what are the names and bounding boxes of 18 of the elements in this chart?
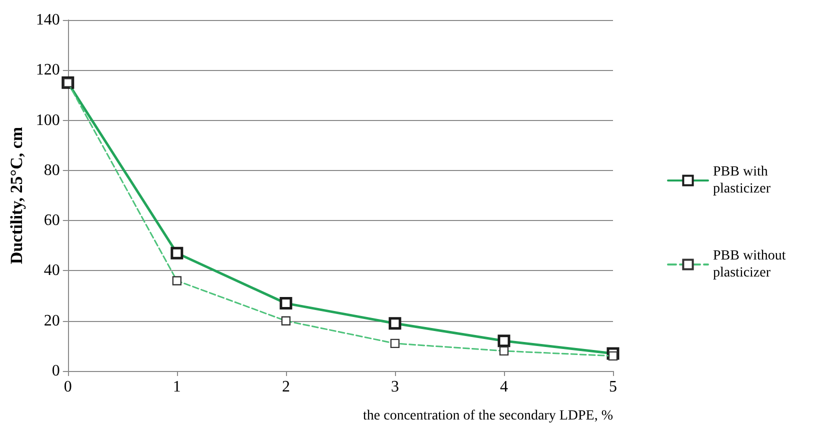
- y-tick-label: 40: [44, 262, 60, 280]
- y-tick-label: 60: [44, 212, 60, 230]
- x-tick-label: 2: [282, 378, 290, 396]
- y-tick-label: 100: [36, 112, 60, 129]
- x-axis-title: the concentration of the secondary LDPE, %: [363, 408, 614, 424]
- y-tick-label: 80: [44, 162, 60, 179]
- y-tick-label: 20: [44, 312, 60, 330]
- x-tick-label: 1: [172, 378, 181, 396]
- y-tick-label: 140: [36, 12, 60, 28]
- x-tick-label: 0: [64, 378, 72, 396]
- y-tick-label: 0: [52, 362, 60, 380]
- x-tick-label: 4: [500, 378, 508, 396]
- x-tick-label: 3: [390, 378, 399, 396]
- x-tick-label: 5: [609, 378, 617, 396]
- legend-label: PBB without plasticizer: [713, 248, 790, 280]
- legend-label: PBB with plasticizer: [713, 164, 772, 196]
- y-tick-label: 120: [36, 62, 60, 79]
- y-axis-title: Ductility, 25°C, cm: [7, 126, 26, 264]
